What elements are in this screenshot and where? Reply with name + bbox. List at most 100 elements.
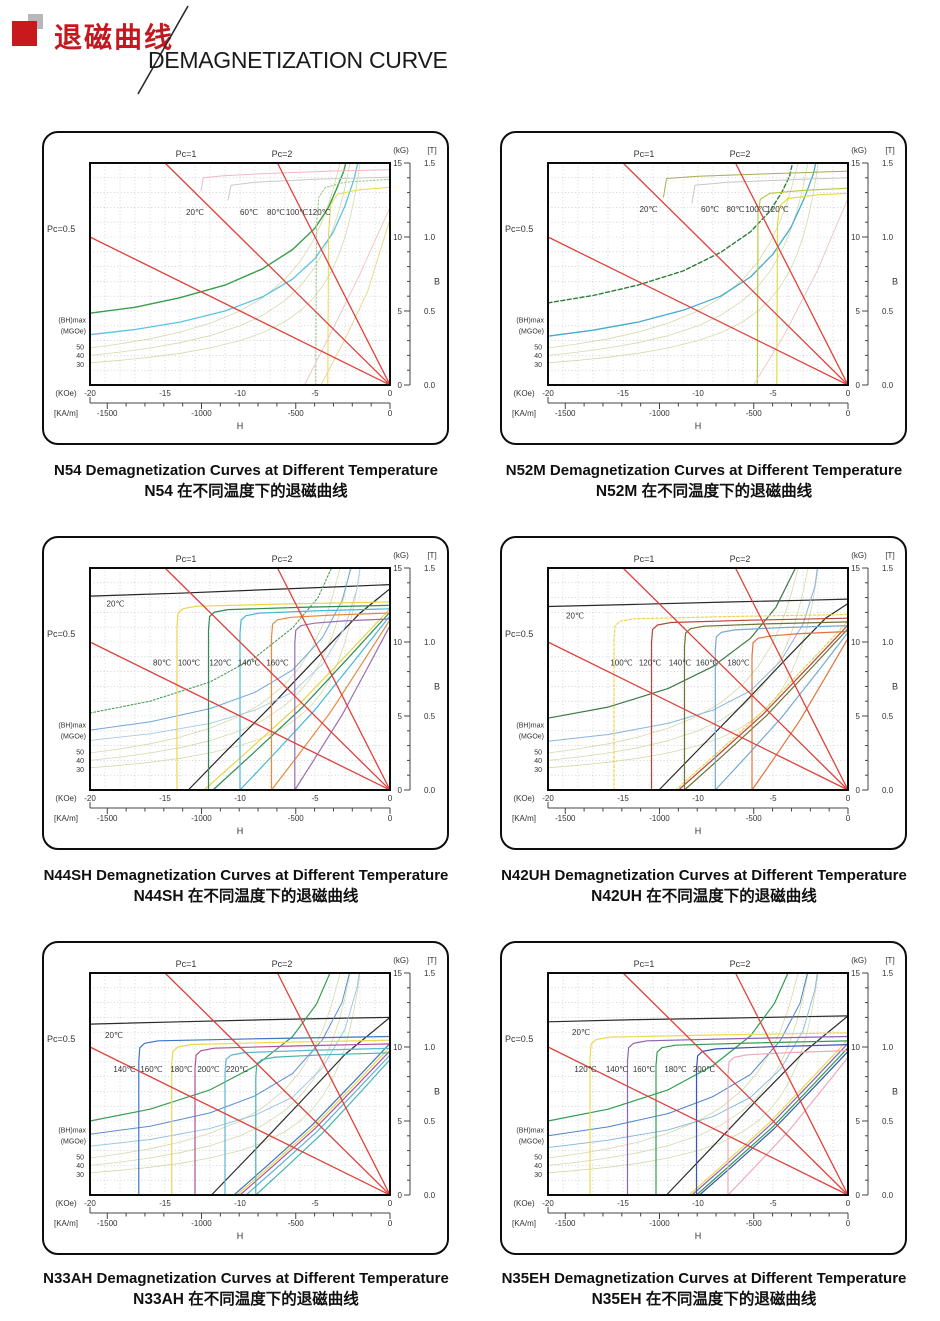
b-axis-ruler	[404, 162, 411, 386]
axis-label: 0	[388, 389, 393, 398]
axis-label: 20℃	[566, 611, 584, 620]
axis-label: 0.0	[882, 1191, 894, 1200]
axis-label: 0	[846, 409, 851, 418]
caption-zh: N52M 在不同温度下的退磁曲线	[595, 483, 813, 500]
normal-curve	[751, 637, 849, 791]
axis-label: 0	[398, 1191, 403, 1200]
b-axis-ruler	[862, 162, 869, 386]
b-axis-labels: 15 10 5 0 1.5 1.0 0.5 0.0 (kG) [T] B	[851, 146, 898, 390]
axis-label: 15	[851, 159, 860, 168]
axis-label: 50	[534, 344, 542, 351]
axis-label: [T]	[885, 551, 894, 560]
curve	[89, 972, 350, 1135]
axis-label: 0.5	[424, 712, 436, 721]
axis-label: 100℃	[178, 659, 200, 668]
demag-curves	[547, 567, 849, 791]
axis-label: 40	[534, 1163, 542, 1170]
pc-labels: Pc=0.5 Pc=1 Pc=2	[505, 149, 750, 234]
axis-label: 200℃	[693, 1065, 715, 1074]
axis-label: 50	[534, 1154, 542, 1161]
axis-label: H	[695, 421, 702, 431]
plot-border	[547, 162, 849, 386]
axis-label: (KOe)	[55, 794, 77, 803]
grid	[90, 973, 390, 1195]
axis-label: 20℃	[186, 208, 204, 217]
axis-label: 80℃	[153, 659, 171, 668]
axis-label: 180℃	[170, 1065, 192, 1074]
temperature-labels: 20℃ 140℃ 160℃ 180℃ 200℃ 220℃	[105, 1031, 248, 1074]
normal-curve	[212, 611, 391, 791]
normal-curve	[245, 1054, 391, 1196]
axis-label: (MGOe)	[61, 328, 86, 335]
axis-label: 0	[388, 1219, 393, 1228]
axis-label: [KA/m]	[54, 814, 78, 823]
caption-n54: N54 Demagnetization Curves at Different …	[16, 461, 476, 503]
curve	[200, 169, 391, 192]
axis-label: (kG)	[851, 956, 867, 965]
axis-label: 140℃	[238, 659, 260, 668]
axis-label: 0.5	[424, 1117, 436, 1126]
axis-label: -20	[542, 1199, 554, 1208]
axis-label: (BH)max	[58, 723, 86, 730]
curve	[89, 972, 360, 1147]
axis-label: -5	[769, 1199, 777, 1208]
axis-label: 1.5	[424, 969, 436, 978]
b-axis-labels: 15 10 5 0 1.5 1.0 0.5 0.0 (kG) [T] B	[851, 551, 898, 795]
axis-label: 15	[393, 969, 402, 978]
intrinsic-curve	[613, 613, 849, 791]
logo-red-square-icon	[12, 21, 37, 46]
axis-label: (BH)max	[516, 1128, 544, 1135]
axis-label: (kG)	[393, 956, 409, 965]
axis-label: (BH)max	[58, 1128, 86, 1135]
axis-label: Pc=2	[730, 554, 751, 564]
axis-label: Pc=2	[272, 554, 293, 564]
axis-label: -1500	[97, 409, 118, 418]
axis-label: [T]	[885, 956, 894, 965]
axis-label: Pc=0.5	[47, 1034, 75, 1044]
axis-label: Pc=1	[176, 554, 197, 564]
bhmax-curves	[547, 972, 819, 1174]
axis-label: 1.0	[424, 1043, 436, 1052]
axis-label: [T]	[427, 956, 436, 965]
axis-label: 120℃	[209, 659, 231, 668]
intrinsic-curve	[176, 601, 391, 791]
pc-load-lines	[89, 567, 391, 791]
axis-label: 1.5	[424, 564, 436, 573]
intrinsic-curve	[194, 1043, 391, 1196]
axis-label: -500	[746, 814, 763, 823]
curve	[315, 178, 391, 386]
axis-label: (KOe)	[513, 389, 535, 398]
normal-curve	[270, 619, 391, 791]
b-axis-labels: 15 10 5 0 1.5 1.0 0.5 0.0 (kG) [T] B	[393, 146, 440, 390]
bhmax-labels: (BH)max (MGOe) 50 40 30	[58, 723, 86, 774]
axis-label: 140℃	[606, 1065, 628, 1074]
axis-label: 40	[76, 353, 84, 360]
axis-label: -1000	[191, 1219, 212, 1228]
h-axis-labels: (KOe) -20 -15 -10 -5 0 [KA/m] -1500 -1000 -500 0 H	[54, 794, 393, 836]
intrinsic-curve	[683, 621, 849, 791]
curve	[89, 162, 347, 314]
axis-label: 20℃	[572, 1028, 590, 1037]
header-slash-icon	[137, 5, 189, 95]
axis-label: H	[237, 826, 244, 836]
h-axis-labels: (KOe) -20 -15 -10 -5 0 [KA/m] -1500 -1000 -500 0 H	[512, 389, 851, 431]
axis-label: 160℃	[696, 659, 718, 668]
axis-label: (MGOe)	[519, 1138, 544, 1145]
curve	[210, 1016, 391, 1196]
axis-label: 0	[846, 794, 851, 803]
pc-labels: Pc=0.5 Pc=1 Pc=2	[505, 959, 750, 1044]
b-axis-ruler	[404, 972, 411, 1196]
axis-label: 140℃	[113, 1065, 135, 1074]
axis-label: 0.5	[882, 307, 894, 316]
axis-label: -15	[159, 389, 171, 398]
axis-label: (KOe)	[55, 1199, 77, 1208]
axis-label: 10	[851, 638, 860, 647]
axis-label: 120℃	[574, 1065, 596, 1074]
axis-label: -1000	[649, 409, 670, 418]
curve	[547, 162, 817, 337]
chart-panel-n35eh: Pc=0.5 Pc=1 Pc=2 15 10 5 0 1.5 1.0 0.5 0.0 (kG) [T] B…	[500, 941, 907, 1255]
demag-curves	[89, 972, 391, 1196]
axis-label: 0.0	[882, 786, 894, 795]
